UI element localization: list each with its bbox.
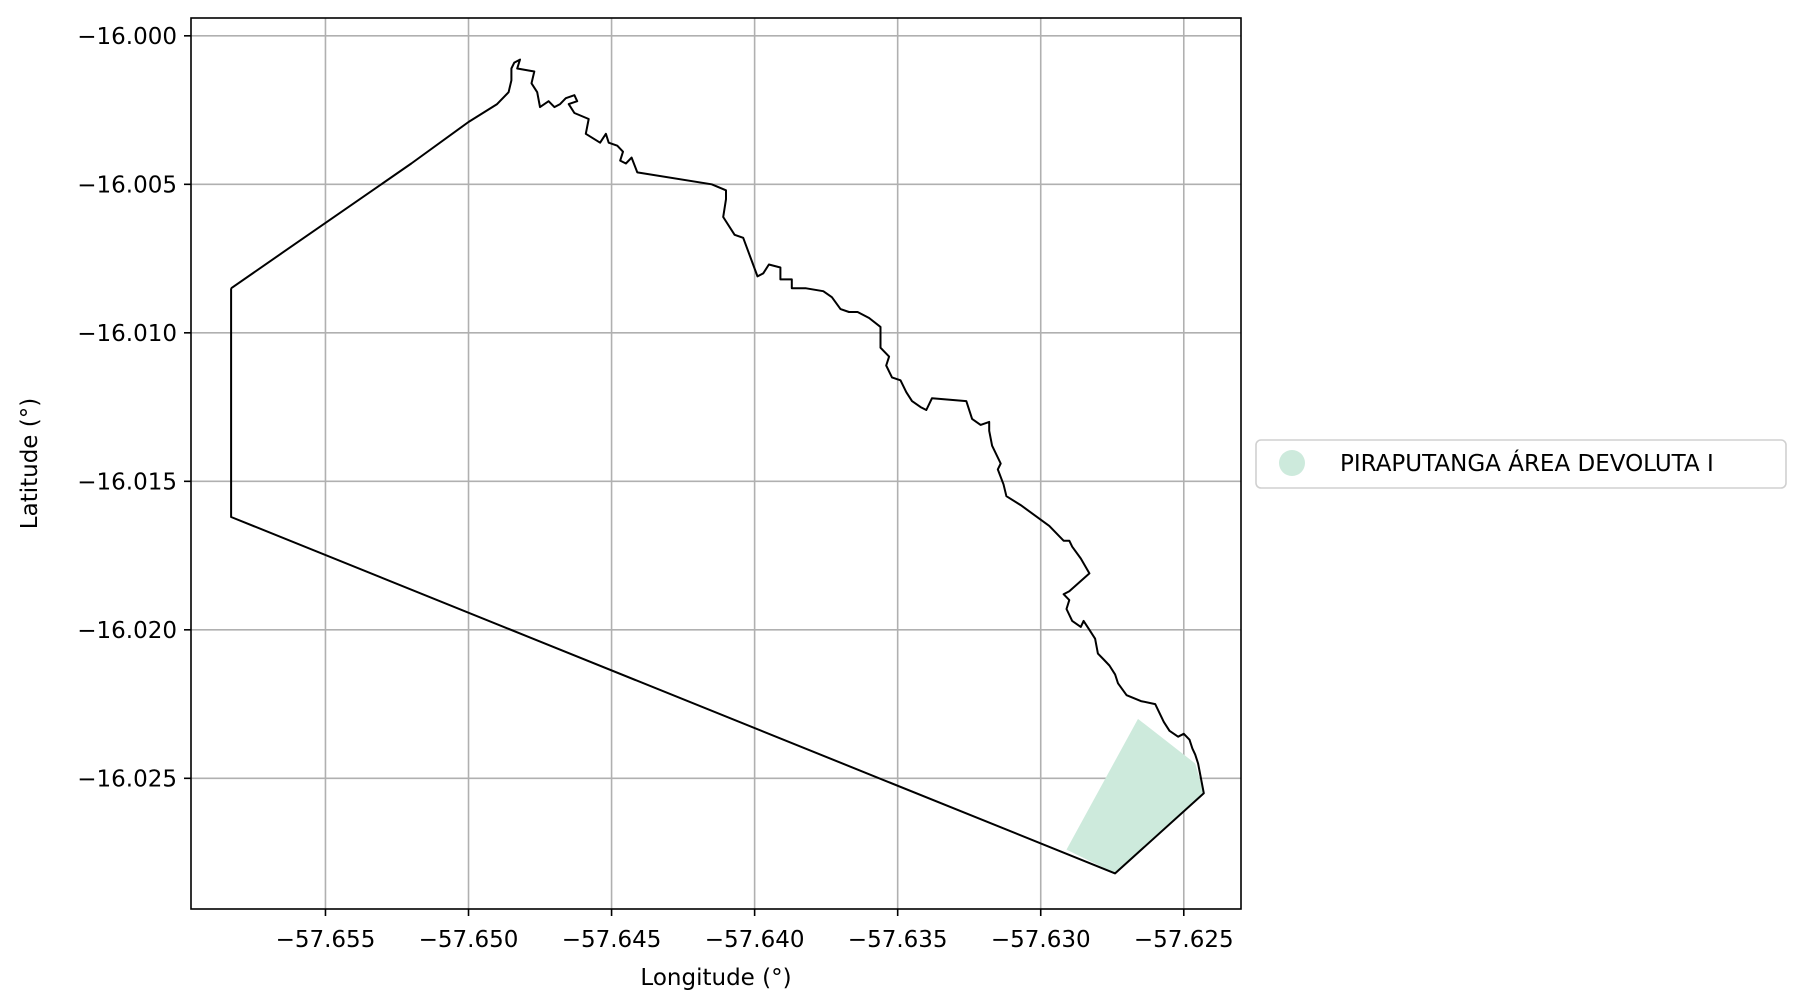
legend-marker-circle — [1279, 450, 1305, 476]
x-tick-label: −57.635 — [848, 927, 948, 953]
x-tick-label: −57.655 — [276, 927, 376, 953]
y-tick-label: −16.020 — [77, 618, 177, 644]
x-tick-label: −57.630 — [991, 927, 1091, 953]
x-tick-label: −57.650 — [419, 927, 519, 953]
area-polygon-fill — [1066, 718, 1204, 874]
boundary-outline — [230, 58, 1205, 875]
grid-lines — [191, 18, 1241, 909]
y-tick-label: −16.025 — [77, 766, 177, 792]
x-tick-label: −57.645 — [562, 927, 662, 953]
legend: PIRAPUTANGA ÁREA DEVOLUTA I — [1255, 439, 1787, 489]
y-tick-label: −16.010 — [77, 321, 177, 347]
x-tick-label: −57.640 — [705, 927, 805, 953]
legend-frame — [1255, 439, 1787, 489]
y-axis-label: Latitude (°) — [17, 398, 43, 529]
y-tick-label: −16.005 — [77, 172, 177, 198]
y-axis-ticks: −16.000 −16.005 −16.010 −16.015 −16.020 −16.0… — [77, 24, 191, 792]
axes-frame — [190, 17, 1242, 910]
y-tick-label: −16.015 — [77, 469, 177, 495]
legend-entry-label: PIRAPUTANGA ÁREA DEVOLUTA I — [1340, 449, 1714, 477]
x-tick-label: −57.625 — [1134, 927, 1234, 953]
x-axis-label: Longitude (°) — [640, 965, 791, 991]
x-axis-ticks: −57.655 −57.650 −57.645 −57.640 −57.635 −57.6… — [276, 909, 1234, 953]
y-tick-label: −16.000 — [77, 24, 177, 50]
map-data — [230, 58, 1205, 875]
